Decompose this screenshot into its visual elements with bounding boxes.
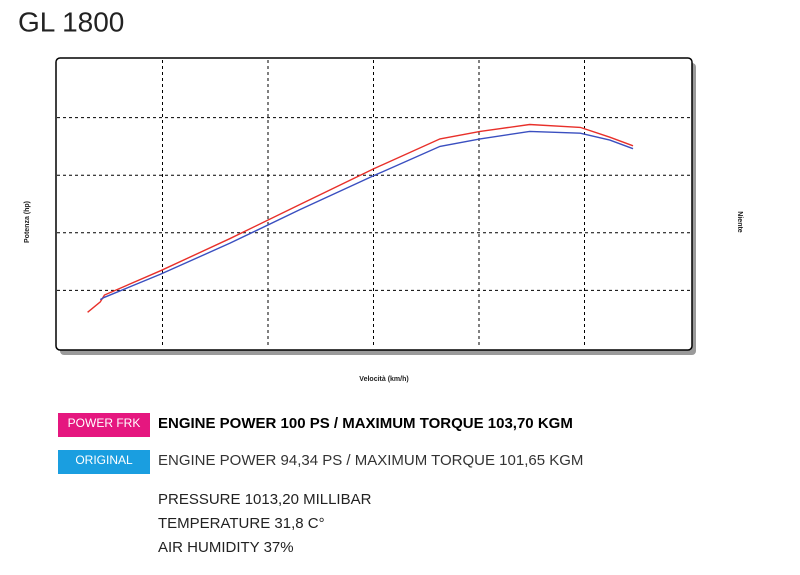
- legend-swatch: [58, 450, 150, 474]
- legend-label: ORIGINAL: [75, 453, 133, 467]
- line-series: [99, 130, 634, 301]
- legend-description: ENGINE POWER 100 PS / MAXIMUM TORQUE 103…: [158, 415, 573, 432]
- line-series: [87, 123, 634, 313]
- condition: PRESSURE 1013,20 MILLIBAR: [158, 491, 372, 508]
- condition: TEMPERATURE 31,8 C°: [158, 515, 325, 532]
- legend-description: ENGINE POWER 94,34 PS / MAXIMUM TORQUE 1…: [158, 452, 583, 469]
- y2-axis-label: Niente: [736, 211, 743, 233]
- y-axis-label: Potenza (hp): [24, 201, 31, 243]
- x-axis-label: Velocità (km/h): [359, 376, 408, 383]
- condition: AIR HUMIDITY 37%: [158, 539, 294, 556]
- chart-title: GL 1800: [18, 6, 124, 37]
- legend-label: POWER FRK: [68, 416, 141, 430]
- legend-swatch: [58, 413, 150, 437]
